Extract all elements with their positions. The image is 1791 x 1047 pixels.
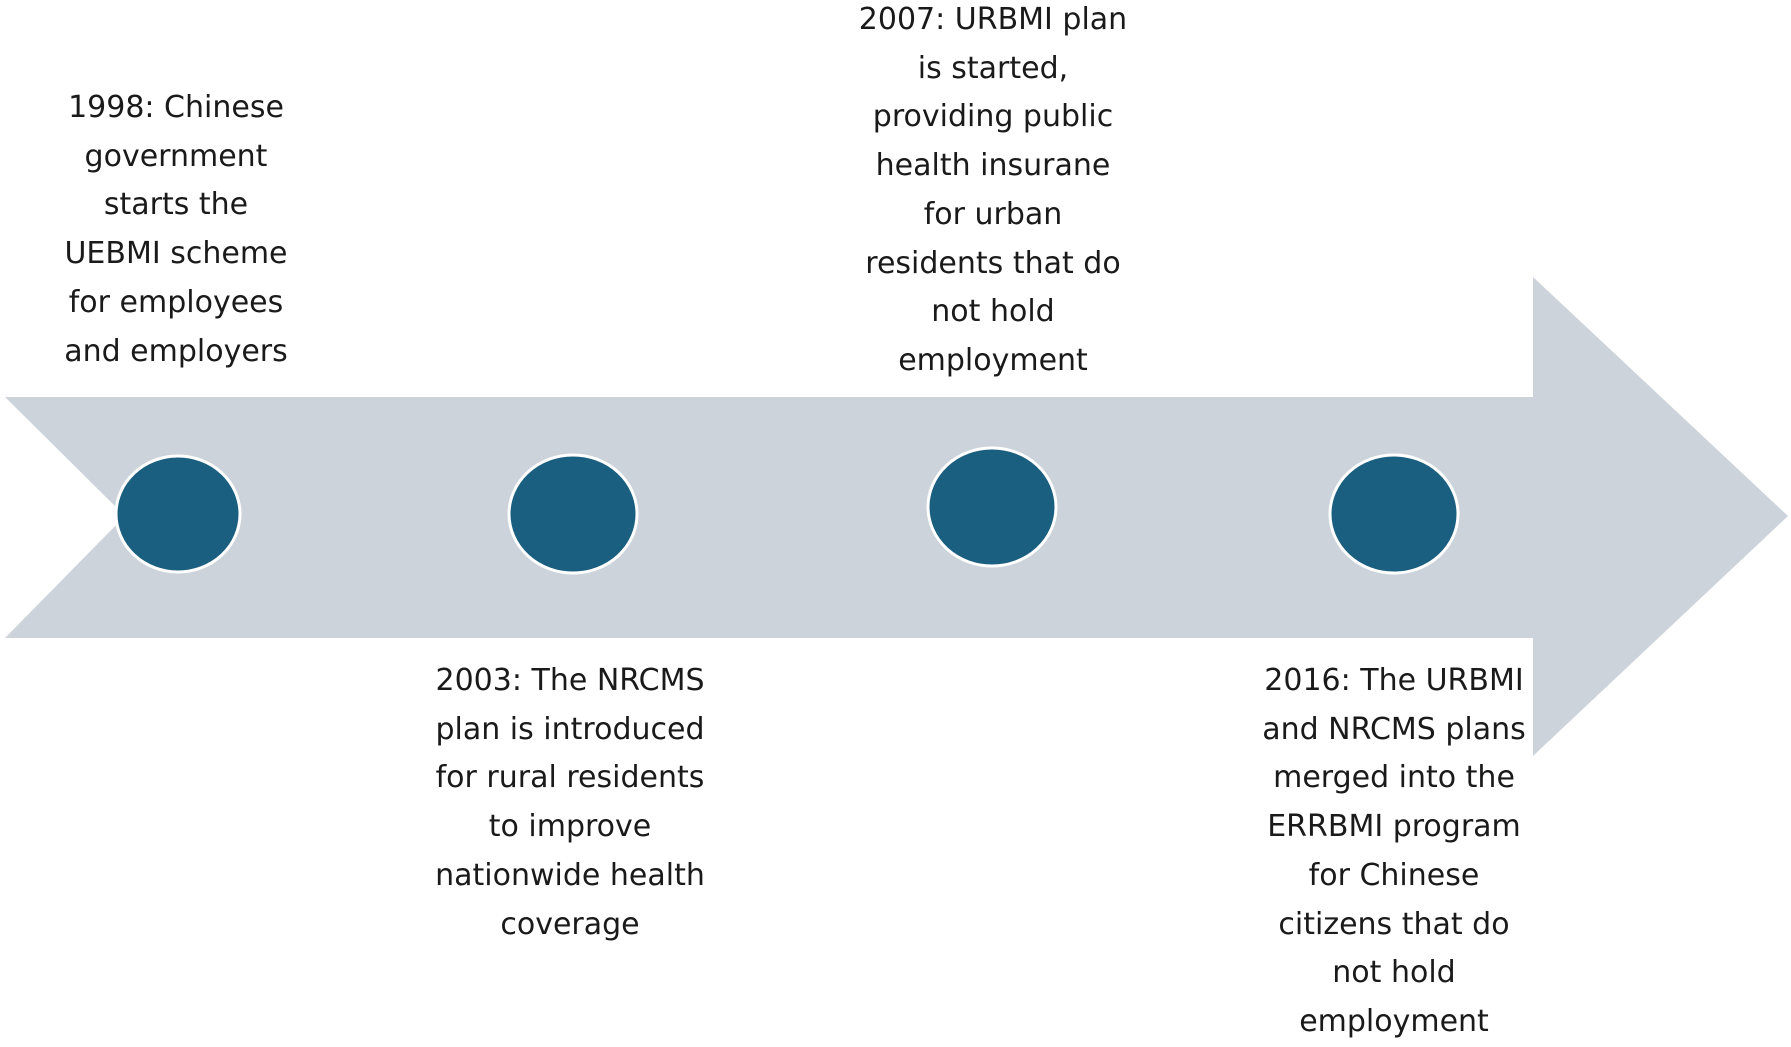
milestone-dot-2016 [1328, 453, 1460, 575]
timeline-arrow [5, 277, 1788, 756]
milestone-dot-2007 [926, 446, 1058, 568]
event-1998-description: 1998: Chinese government starts the UEBM… [64, 90, 288, 369]
event-2003-description: 2003: The NRCMS plan is introduced for r… [435, 663, 705, 942]
event-2016-description: 2016: The URBMI and NRCMS plans merged i… [1262, 663, 1526, 1039]
milestone-dot-2003 [507, 453, 639, 575]
event-2007-description: 2007: URBMI plan is started, providing p… [858, 2, 1128, 378]
milestone-dot-1998 [114, 454, 242, 574]
